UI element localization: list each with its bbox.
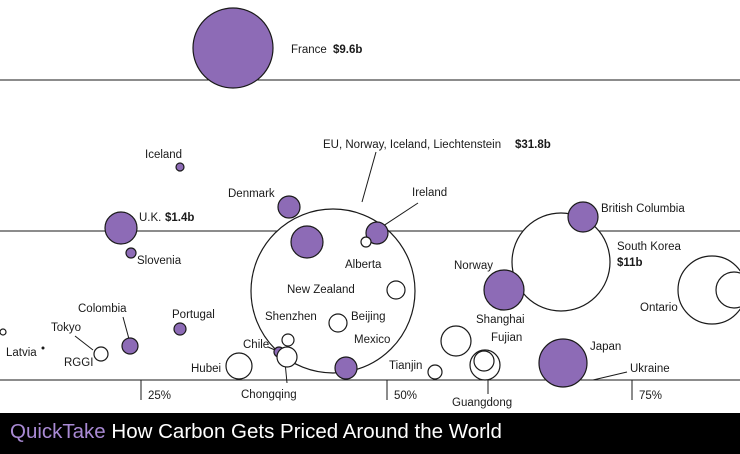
label-shenzhen: Shenzhen <box>265 311 317 323</box>
x-axis <box>140 380 633 400</box>
label-hubei: Hubei <box>191 363 221 375</box>
value-south-korea: $11b <box>617 257 643 269</box>
label-south-korea: South Korea <box>617 241 682 253</box>
bubble-hubei <box>225 352 253 380</box>
label-beijing: Beijing <box>351 311 386 323</box>
label-british-columbia: British Columbia <box>601 203 685 215</box>
bubble-rggi <box>93 346 109 362</box>
label-denmark: Denmark <box>228 188 275 200</box>
bubble-iceland <box>175 162 185 172</box>
label-iceland: Iceland <box>145 149 182 161</box>
leader-tokyo <box>74 335 94 351</box>
label-tianjin: Tianjin <box>389 360 422 372</box>
label-japan: Japan <box>590 341 621 353</box>
bubble-japan <box>538 338 588 388</box>
label-guangdong: Guangdong <box>452 397 512 409</box>
footer-title: How Carbon Gets Priced Around the World <box>111 420 502 443</box>
label-france: France <box>291 44 327 56</box>
bubble-chart: 25% 50% 75% <box>0 7 740 409</box>
bubble-shanghai <box>440 325 472 357</box>
label-uk: U.K. <box>139 212 161 224</box>
bubble-colombia <box>121 337 139 355</box>
leader-chile <box>267 346 276 351</box>
bubble-ontario-inner <box>715 271 740 309</box>
quicktake-brand: QuickTake <box>10 420 106 443</box>
bubble-shenzhen <box>281 333 295 347</box>
bubble-beijing <box>328 313 348 333</box>
bubble-new-zealand <box>386 280 406 300</box>
label-shanghai: Shanghai <box>476 314 525 326</box>
label-ukraine: Ukraine <box>630 363 670 375</box>
label-portugal: Portugal <box>172 309 215 321</box>
bubble-denmark <box>277 195 301 219</box>
label-tokyo: Tokyo <box>51 322 81 334</box>
bubble-ontario <box>677 255 740 325</box>
x-tick-label-25: 25% <box>148 390 171 402</box>
bubble-slovenia <box>125 247 137 259</box>
bubble-uk <box>104 211 138 245</box>
bubble-alberta <box>290 225 324 259</box>
value-uk: $1.4b <box>165 212 194 224</box>
bubble-portugal <box>173 322 187 336</box>
footer-bar: QuickTake How Carbon Gets Priced Around … <box>0 413 740 454</box>
bubbles <box>0 7 740 388</box>
label-chile: Chile <box>243 339 269 351</box>
leader-colombia <box>122 316 130 340</box>
leader-eu <box>361 151 377 203</box>
label-chongqing: Chongqing <box>241 389 297 401</box>
bubble-south-korea <box>511 212 611 312</box>
label-new-zealand: New Zealand <box>287 284 355 296</box>
value-eu: $31.8b <box>515 139 551 151</box>
x-tick-label-75: 75% <box>639 390 662 402</box>
label-ireland: Ireland <box>412 187 447 199</box>
label-latvia: Latvia <box>6 347 37 359</box>
x-tick-label-50: 50% <box>394 390 417 402</box>
label-rggi: RGGI <box>64 357 93 369</box>
bubble-norway <box>483 269 525 311</box>
label-alberta: Alberta <box>345 259 382 271</box>
bubble-eu-norway-iceland-liechtenstein <box>250 208 416 374</box>
bubble-chongqing <box>276 346 298 368</box>
bubble-tokyo-small <box>0 328 7 336</box>
label-norway: Norway <box>454 260 493 272</box>
label-fujian: Fujian <box>491 332 522 344</box>
bubble-ireland-small <box>360 236 372 248</box>
leader-ukraine <box>592 371 628 381</box>
bubble-ireland <box>365 221 389 245</box>
label-mexico: Mexico <box>354 334 390 346</box>
label-ontario: Ontario <box>640 302 678 314</box>
bubble-france <box>192 7 274 89</box>
label-slovenia: Slovenia <box>137 255 182 267</box>
label-eu: EU, Norway, Iceland, Liechtenstein <box>323 139 501 151</box>
bubble-british-columbia <box>567 201 599 233</box>
leader-ireland <box>379 202 419 229</box>
label-colombia: Colombia <box>78 303 127 315</box>
bubble-fujian <box>473 350 495 372</box>
bubble-tianjin <box>427 364 443 380</box>
value-france: $9.6b <box>333 44 362 56</box>
bubble-mexico <box>334 356 358 380</box>
bubble-latvia <box>41 346 45 350</box>
